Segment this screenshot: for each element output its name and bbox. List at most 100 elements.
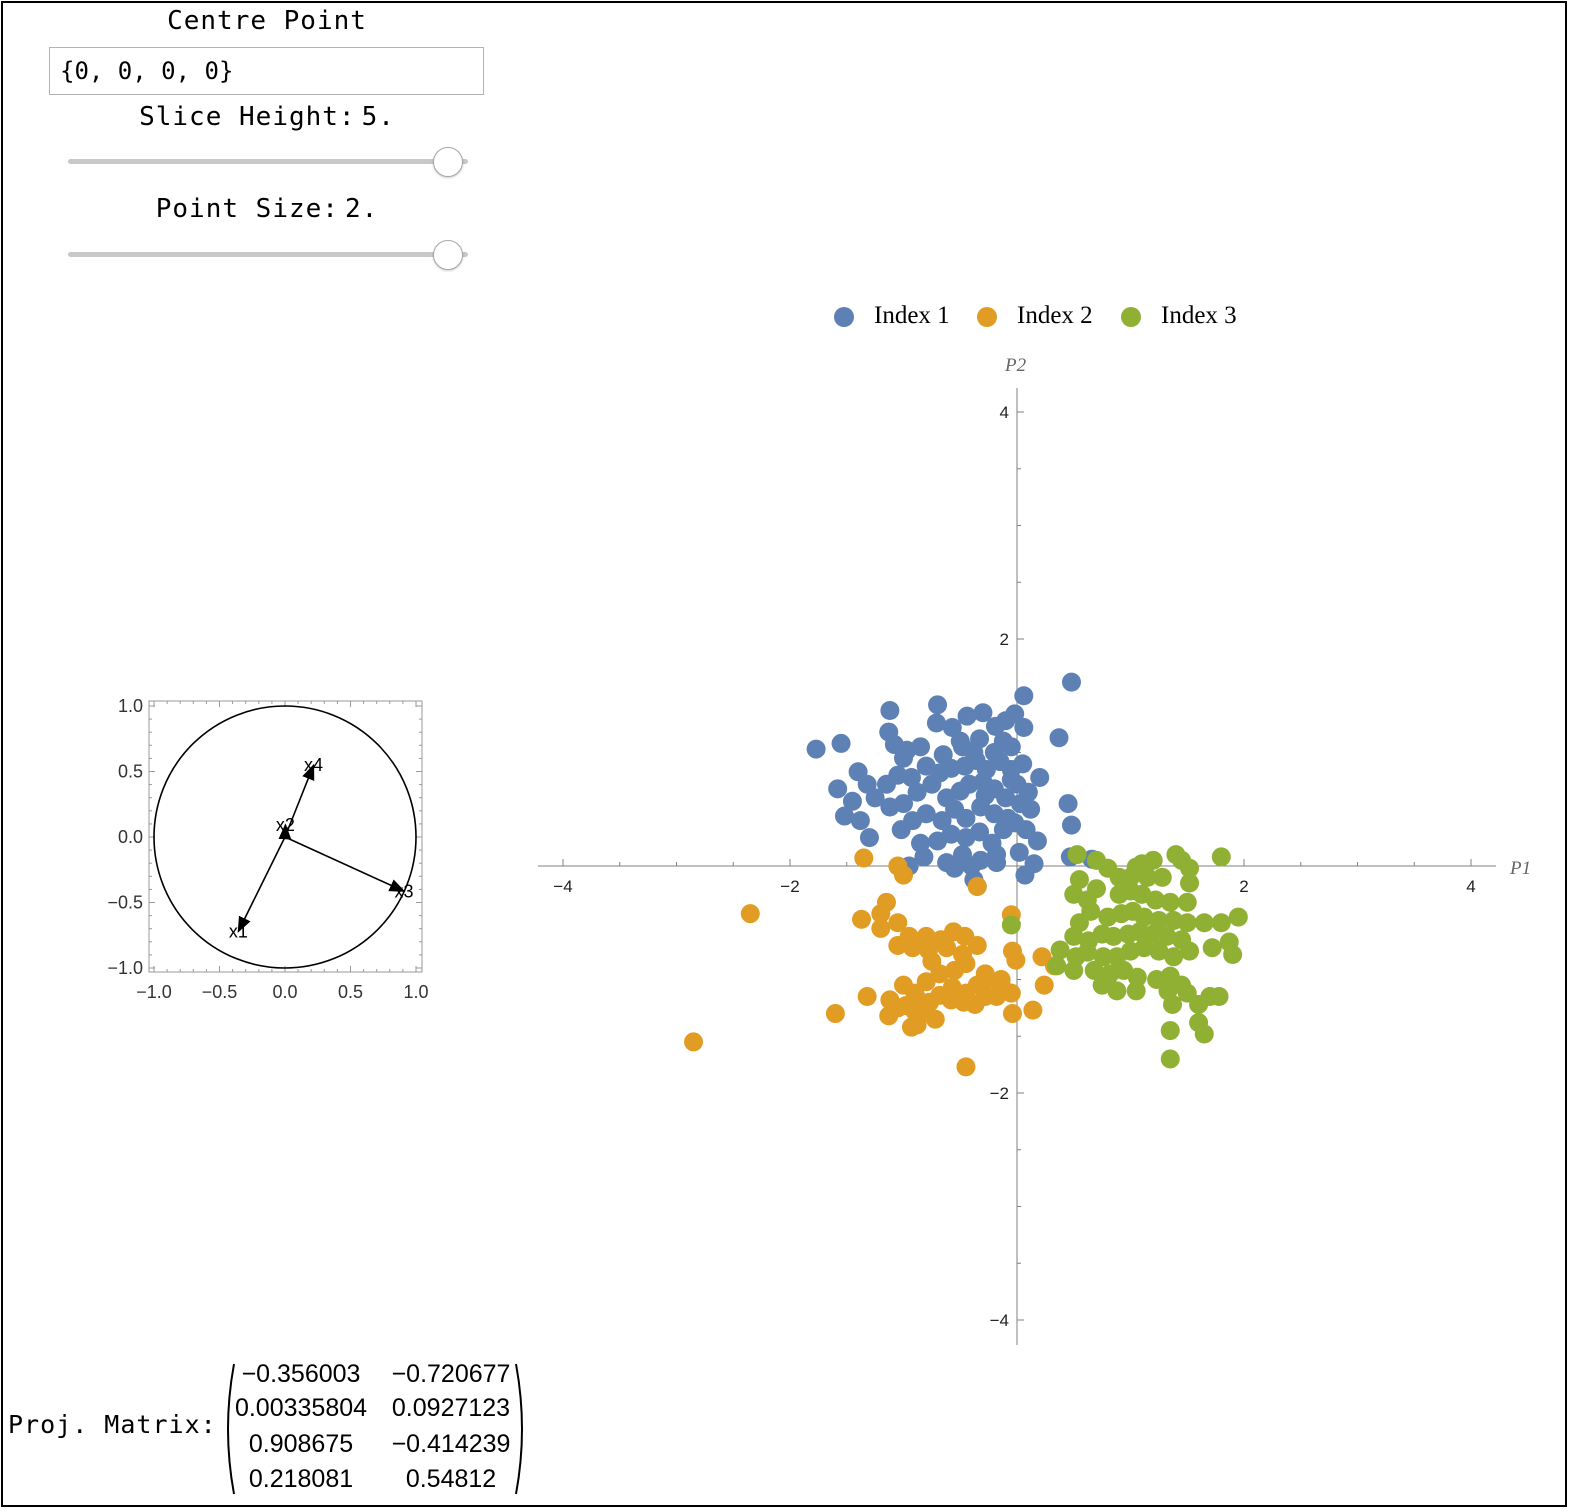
scatter-point-index-3 xyxy=(1067,845,1087,865)
centre-point-title: Centre Point xyxy=(50,6,484,36)
scatter-point-index-1 xyxy=(842,791,862,811)
scatter-point-index-1 xyxy=(987,853,1007,873)
scatter-point-index-3 xyxy=(1194,1024,1214,1044)
scatter-point-index-3 xyxy=(1160,1049,1180,1069)
point-size-slider-thumb[interactable] xyxy=(433,240,463,270)
scatter-point-index-2 xyxy=(825,1004,845,1024)
matrix-right-bracket xyxy=(515,1363,523,1495)
scatter-point-index-3 xyxy=(1157,926,1177,946)
scatter-point-index-1 xyxy=(996,711,1016,731)
scatter-point-index-3 xyxy=(1127,967,1147,987)
scatter-point-index-3 xyxy=(1228,907,1248,927)
scatter-point-index-1 xyxy=(928,695,948,715)
scatter-point-index-1 xyxy=(1001,737,1021,757)
scatter-point-index-3 xyxy=(1134,938,1154,958)
scatter-point-index-1 xyxy=(1014,718,1034,738)
scatter-point-index-3 xyxy=(1064,926,1084,946)
scatter-point-index-1 xyxy=(859,828,879,848)
scatter-point-index-3 xyxy=(1180,858,1200,878)
slice-height-slider-thumb[interactable] xyxy=(433,147,463,177)
x-tick-label: −2 xyxy=(780,877,799,896)
scatter-point-index-2 xyxy=(1002,1004,1022,1024)
scatter-point-index-1 xyxy=(1058,794,1078,814)
scatter-point-index-1 xyxy=(1061,672,1081,692)
slice-height-slider[interactable] xyxy=(68,147,468,177)
vector-label-x1: x1 xyxy=(229,921,248,941)
y-tick-label: 4 xyxy=(1000,403,1009,422)
scatter-point-index-2 xyxy=(937,938,957,958)
x-tick-label: −4 xyxy=(553,877,572,896)
vector-arrow-x1 xyxy=(237,836,286,933)
circle-plot-x-tick-label: 1.0 xyxy=(403,982,428,1002)
scatter-point-index-3 xyxy=(1107,981,1127,1001)
scatter-point-index-3 xyxy=(1211,847,1231,867)
scatter-point-index-1 xyxy=(834,806,854,826)
scatter-point-index-3 xyxy=(1077,942,1097,962)
scatter-point-index-2 xyxy=(876,892,896,912)
scatter-point-index-3 xyxy=(1050,940,1070,960)
proj-matrix-label: Proj. Matrix: xyxy=(8,1410,217,1439)
scatter-point-index-2 xyxy=(987,987,1007,1007)
matrix-cell: 0.00335804 xyxy=(234,1394,368,1422)
scatter-point-index-3 xyxy=(1064,884,1084,904)
scatter-point-index-3 xyxy=(1134,907,1154,927)
circle-plot-y-tick-label: 0.5 xyxy=(118,762,143,782)
scatter-point-index-2 xyxy=(1023,1000,1043,1020)
matrix-cell: 0.908675 xyxy=(248,1430,354,1458)
scatter-point-index-3 xyxy=(1160,1021,1180,1041)
scatter-point-index-1 xyxy=(1001,770,1021,790)
slice-height-label: Slice Height: xyxy=(139,102,356,132)
scatter-point-index-1 xyxy=(880,701,900,721)
scatter-point-index-2 xyxy=(967,935,987,955)
vector-arrow-x3 xyxy=(284,836,406,892)
scatter-point-index-3 xyxy=(1202,938,1222,958)
scatter-point-index-1 xyxy=(1061,815,1081,835)
scatter-point-index-3 xyxy=(1001,915,1021,935)
scatter-point-index-3 xyxy=(1177,913,1197,933)
scatter-point-index-2 xyxy=(903,938,923,958)
scatter-point-index-1 xyxy=(831,733,851,753)
y-tick-label: −4 xyxy=(990,1311,1009,1330)
matrix-cell: −0.356003 xyxy=(241,1360,361,1388)
scatter-point-index-2 xyxy=(857,987,877,1007)
scatter-point-index-3 xyxy=(1194,913,1214,933)
scatter-point-index-3 xyxy=(1069,870,1089,890)
point-size-slider-track[interactable] xyxy=(68,252,468,257)
scatter-point-index-3 xyxy=(1164,947,1184,967)
scatter-point-index-3 xyxy=(1149,941,1169,961)
scatter-point-index-2 xyxy=(1006,950,1026,970)
scatter-point-index-3 xyxy=(1092,975,1112,995)
slice-height-title: Slice Height: 5. xyxy=(50,102,484,132)
scatter-point-index-2 xyxy=(930,964,950,984)
x-axis-label: P1 xyxy=(1509,858,1531,879)
scatter-point-index-3 xyxy=(1138,867,1158,887)
scatter-point-index-1 xyxy=(865,788,885,808)
x-tick-label: 2 xyxy=(1239,877,1248,896)
scatter-point-index-1 xyxy=(850,811,870,831)
scatter-point-index-3 xyxy=(1047,956,1067,976)
slice-height-slider-track[interactable] xyxy=(68,159,468,164)
scatter-point-index-1 xyxy=(1009,842,1029,862)
scatter-point-index-1 xyxy=(922,774,942,794)
scatter-point-index-1 xyxy=(894,748,913,768)
scatter-point-index-3 xyxy=(1180,941,1200,961)
scatter-point-index-2 xyxy=(854,848,874,868)
point-size-slider[interactable] xyxy=(68,240,468,270)
scatter-point-index-2 xyxy=(1034,975,1054,995)
vector-label-x3: x3 xyxy=(395,881,414,901)
circle-plot-x-tick-label: −0.5 xyxy=(202,982,238,1002)
unit-circle xyxy=(153,705,417,969)
scatter-point-index-2 xyxy=(740,904,760,924)
point-size-label: Point Size: xyxy=(155,194,339,224)
scatter-point-index-1 xyxy=(828,779,848,799)
scatter-point-index-3 xyxy=(1211,913,1231,933)
scatter-point-index-1 xyxy=(970,822,990,842)
scatter-point-index-3 xyxy=(1152,867,1172,887)
legend-label-index-1: Index 1 xyxy=(874,302,950,329)
centre-point-input[interactable]: {0, 0, 0, 0} xyxy=(49,47,484,95)
vector-label-x2: x2 xyxy=(276,815,295,835)
scatter-point-index-3 xyxy=(1209,987,1229,1007)
scatter-point-index-1 xyxy=(891,820,911,840)
scatter-point-index-2 xyxy=(956,954,976,974)
